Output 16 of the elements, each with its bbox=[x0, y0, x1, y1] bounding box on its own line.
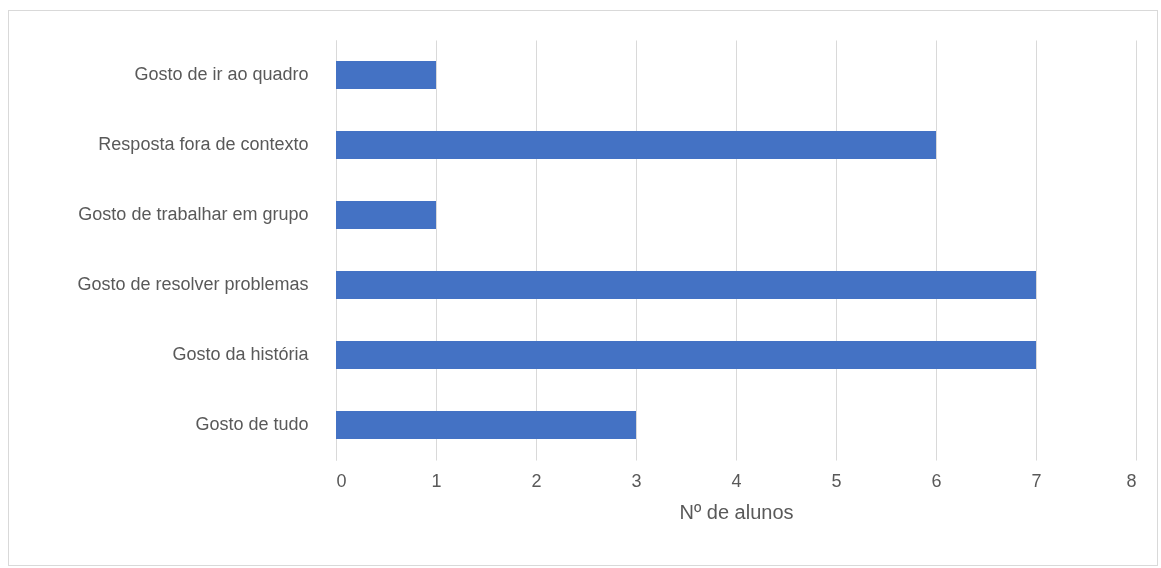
x-axis-title: Nº de alunos bbox=[679, 500, 794, 523]
x-tick-label: 8 bbox=[1126, 470, 1137, 491]
x-tick-label: 6 bbox=[931, 470, 942, 491]
y-tick-label: Gosto de ir ao quadro bbox=[134, 64, 309, 84]
x-tick-label: 1 bbox=[431, 470, 442, 491]
y-tick-label: Resposta fora de contexto bbox=[98, 134, 309, 154]
x-tick-label: 3 bbox=[631, 470, 642, 491]
y-tick-label: Gosto de tudo bbox=[195, 414, 309, 434]
x-tick-label: 4 bbox=[731, 470, 742, 491]
x-tick-label: 2 bbox=[531, 470, 542, 491]
y-tick-label: Gosto da história bbox=[172, 344, 310, 364]
y-tick-label: Gosto de resolver problemas bbox=[77, 274, 309, 294]
y-tick-label: Gosto de trabalhar em grupo bbox=[78, 204, 309, 224]
x-tick-label: 0 bbox=[336, 470, 347, 491]
x-tick-label: 7 bbox=[1031, 470, 1042, 491]
x-tick-label: 5 bbox=[831, 470, 842, 491]
